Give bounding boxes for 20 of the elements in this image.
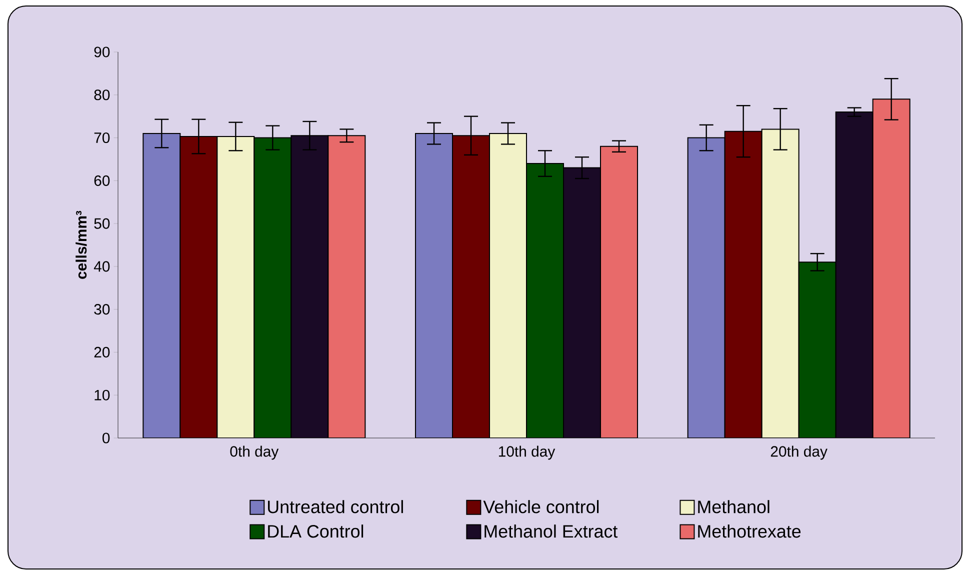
y-tick-label: 10 bbox=[94, 390, 110, 400]
legend-label: Methotrexate bbox=[698, 524, 801, 538]
y-tick-label: 60 bbox=[94, 175, 110, 186]
legend-label: DLA Control bbox=[268, 524, 364, 538]
y-tick-label: 50 bbox=[94, 218, 110, 229]
x-tick-label: 20th day bbox=[770, 446, 828, 460]
x-tick-label: 10th day bbox=[498, 446, 556, 460]
y-tick-label: 90 bbox=[94, 46, 110, 58]
y-axis-title: cells/mm³ bbox=[76, 210, 87, 279]
legend-label: Methanol Extract bbox=[484, 524, 618, 538]
y-tick-label: 20 bbox=[94, 346, 110, 358]
y-tick-label: 70 bbox=[94, 132, 110, 144]
y-tick-label: 40 bbox=[94, 261, 110, 272]
y-tick-label: 30 bbox=[94, 304, 110, 315]
y-tick-label: 80 bbox=[94, 90, 110, 100]
legend-label: Vehicle control bbox=[483, 500, 599, 514]
x-tick-label: 0th day bbox=[230, 446, 279, 460]
legend-label: Untreated control bbox=[268, 500, 403, 514]
y-tick-label: 0 bbox=[102, 432, 110, 444]
legend-label: Methanol bbox=[698, 500, 770, 514]
